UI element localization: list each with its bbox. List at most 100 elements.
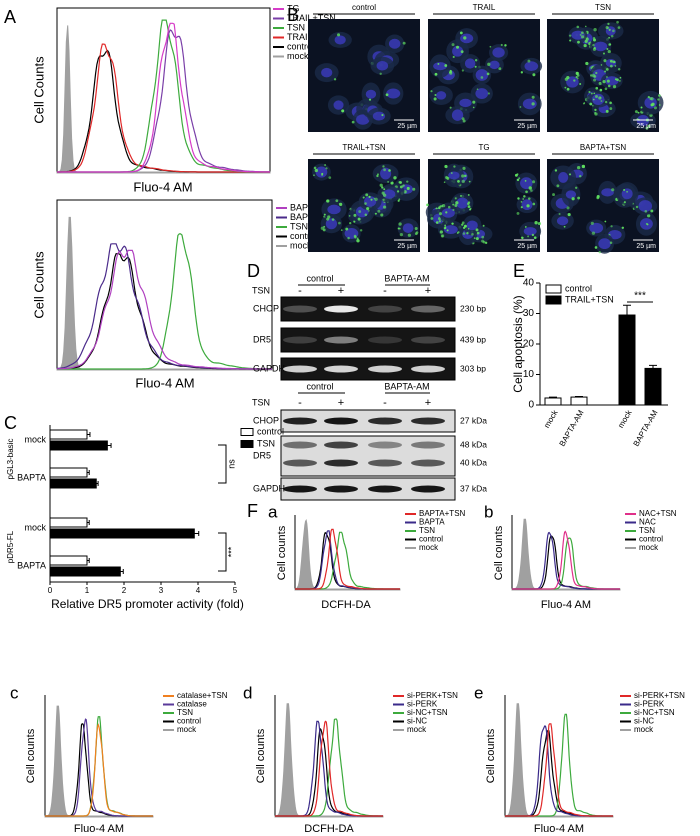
calcium-spot [455, 201, 459, 205]
calcium-spot [482, 224, 485, 227]
error-bar [649, 364, 657, 369]
calcium-spot [577, 40, 580, 44]
calcium-spot [566, 75, 570, 80]
calcium-spot [323, 215, 326, 218]
calcium-spot [447, 205, 451, 209]
calcium-spot [647, 95, 650, 99]
band [411, 336, 445, 344]
legend-label: mock [419, 543, 439, 552]
calcium-spot [607, 84, 611, 88]
calcium-spot [594, 246, 598, 249]
calcium-spot [457, 179, 460, 183]
bar [49, 467, 88, 478]
legend-label: NAC+TSN [639, 509, 677, 518]
calcium-spot [381, 186, 384, 189]
bar [49, 517, 88, 528]
row-label: CHOP [253, 303, 279, 313]
calcium-spot [592, 47, 597, 51]
calcium-spot [646, 223, 649, 226]
nucleus [382, 189, 396, 199]
calcium-spot [647, 124, 651, 128]
calcium-spot [617, 26, 621, 29]
calcium-spot [469, 207, 472, 210]
band [324, 417, 358, 425]
calcium-spot [623, 201, 626, 204]
calcium-spot [531, 102, 535, 106]
row-label: CHOP [253, 415, 279, 425]
calcium-spot [444, 224, 447, 227]
sub-panel-letter: c [10, 683, 19, 702]
nucleus [492, 47, 505, 58]
significance-bracket [218, 444, 227, 484]
calcium-spot [528, 186, 532, 190]
calcium-spot [583, 43, 587, 48]
calcium-spot [337, 33, 341, 37]
calcium-spot [607, 22, 610, 26]
legend-label: TSN [639, 526, 655, 535]
calcium-spot [609, 107, 613, 110]
calcium-spot [609, 241, 613, 244]
histogram-curve [57, 249, 272, 370]
band [368, 485, 402, 493]
legend-label: TSN [290, 221, 308, 231]
image-title: TSN [595, 3, 611, 12]
legend-label: control [565, 283, 592, 293]
calcium-spot [364, 202, 367, 205]
calcium-spot [579, 83, 582, 85]
calcium-spot [313, 166, 317, 170]
nucleus [466, 220, 478, 231]
size-label: 37 kDa [460, 483, 487, 493]
band [283, 365, 317, 373]
calcium-spot [569, 39, 572, 42]
calcium-spot [331, 218, 335, 221]
calcium-spot [444, 164, 448, 169]
calcium-spot [445, 211, 448, 214]
calcium-spot [556, 184, 560, 188]
row-label: GAPDH [253, 363, 285, 373]
calcium-spot [644, 210, 648, 213]
calcium-spot [383, 168, 386, 172]
calcium-spot [591, 231, 596, 235]
band [411, 365, 445, 373]
calcium-spot [584, 25, 587, 28]
category-label: mock [24, 434, 46, 444]
band [283, 417, 317, 425]
legend-label: control [257, 426, 284, 436]
calcium-spot [621, 226, 625, 230]
calcium-spot [462, 232, 466, 235]
calcium-spot [325, 167, 328, 170]
histogram-curve [57, 19, 270, 173]
calcium-spot [604, 220, 607, 223]
calcium-spot [605, 67, 609, 71]
calcium-spot [594, 112, 598, 116]
calcium-spot [461, 69, 464, 72]
histogram-curve [57, 43, 270, 173]
calcium-spot [480, 76, 484, 79]
nucleus [589, 222, 604, 234]
calcium-spot [462, 119, 466, 123]
size-label: 303 bp [460, 363, 486, 373]
image-title: TG [478, 143, 489, 152]
calcium-spot [466, 232, 469, 235]
calcium-spot [566, 206, 570, 210]
calcium-spot [438, 212, 443, 216]
panel-letter: C [4, 413, 17, 433]
calcium-spot [433, 97, 437, 101]
nucleus [441, 208, 455, 218]
legend-label: control [419, 535, 443, 544]
calcium-spot [576, 25, 580, 29]
calcium-spot [532, 180, 536, 184]
calcium-spot [459, 194, 463, 197]
calcium-spot [590, 92, 593, 95]
calcium-spot [524, 226, 527, 228]
nucleus [451, 109, 464, 121]
calcium-spot [588, 90, 591, 94]
calcium-spot [335, 199, 339, 203]
nucleus [565, 190, 577, 199]
calcium-spot [623, 188, 626, 191]
y-tick-label: 0 [528, 400, 534, 411]
calcium-spot [368, 98, 372, 101]
calcium-spot [359, 229, 363, 232]
calcium-spot [407, 233, 412, 237]
calcium-spot [426, 203, 429, 207]
